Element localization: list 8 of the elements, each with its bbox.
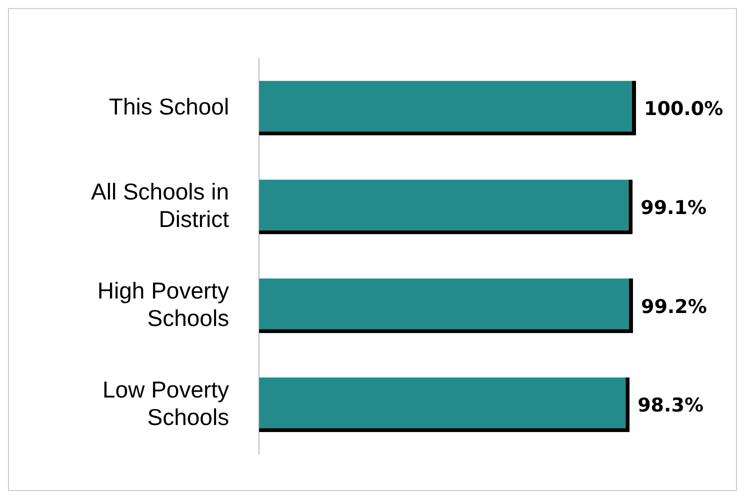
data-label: 99.1% (640, 196, 707, 219)
data-label: 98.3% (638, 394, 704, 417)
y-tick-label: Low Poverty Schools (102, 376, 230, 430)
data-label: 100.0% (644, 98, 724, 120)
data-label: 99.2% (640, 296, 707, 318)
y-tick-label: This School (108, 93, 230, 120)
y-tick-label: High Poverty Schools (97, 277, 230, 331)
y-tick-label: All Schools in District (90, 178, 230, 232)
